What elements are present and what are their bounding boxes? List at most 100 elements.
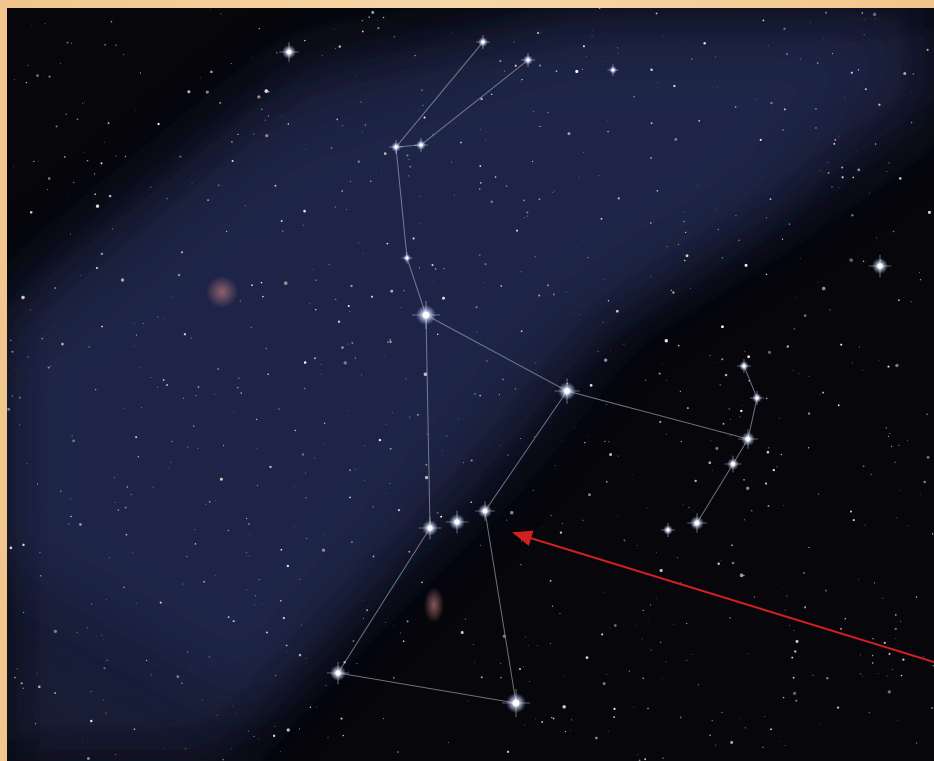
star	[461, 631, 464, 634]
star	[361, 374, 362, 375]
sky-image	[7, 8, 934, 761]
star	[331, 147, 333, 149]
star	[782, 588, 783, 589]
star	[721, 712, 722, 713]
star	[555, 465, 556, 466]
star	[793, 630, 794, 631]
bright-star	[406, 257, 409, 260]
star	[187, 651, 188, 652]
star	[425, 476, 428, 479]
star	[446, 436, 447, 437]
star	[157, 316, 158, 317]
star	[764, 716, 765, 717]
star	[223, 759, 224, 760]
star	[601, 218, 603, 220]
star	[437, 333, 439, 335]
star	[860, 673, 861, 674]
star	[768, 45, 769, 46]
star	[124, 408, 125, 409]
star	[932, 533, 933, 534]
star	[195, 543, 197, 545]
star	[923, 481, 926, 484]
star	[22, 688, 23, 689]
star	[827, 162, 828, 163]
star	[845, 618, 846, 619]
star	[419, 196, 420, 197]
star	[920, 494, 921, 495]
star	[732, 562, 735, 565]
star	[468, 701, 469, 702]
star	[232, 160, 234, 162]
star	[126, 534, 128, 536]
star	[687, 407, 689, 409]
star	[721, 560, 722, 561]
star	[11, 351, 13, 353]
star	[851, 72, 853, 74]
star	[808, 547, 809, 548]
star	[181, 251, 183, 253]
star	[390, 341, 392, 343]
star	[730, 741, 733, 744]
star	[27, 464, 28, 465]
star	[736, 215, 737, 216]
star	[623, 539, 625, 541]
star	[547, 284, 549, 286]
star	[26, 82, 27, 83]
star	[499, 60, 501, 62]
star	[740, 410, 742, 412]
star	[104, 44, 106, 46]
star	[220, 478, 223, 481]
star	[430, 549, 431, 550]
star	[384, 355, 385, 356]
star	[659, 421, 661, 423]
star	[306, 658, 307, 659]
star	[322, 549, 325, 552]
star	[187, 90, 190, 93]
star	[731, 544, 733, 546]
star	[515, 65, 517, 67]
star	[793, 692, 796, 695]
star	[904, 460, 905, 461]
star	[662, 364, 663, 365]
star	[21, 682, 23, 684]
star	[73, 182, 74, 183]
star	[460, 142, 462, 144]
star	[163, 318, 164, 319]
star	[537, 32, 539, 34]
star	[486, 360, 488, 362]
star	[115, 502, 116, 503]
star	[853, 519, 855, 521]
star	[786, 53, 788, 55]
star	[480, 129, 481, 130]
star	[603, 322, 604, 323]
star	[812, 675, 813, 676]
star	[315, 309, 316, 310]
star	[152, 487, 153, 488]
star	[541, 527, 542, 528]
star	[770, 728, 772, 730]
star	[663, 678, 664, 679]
star	[869, 712, 870, 713]
star	[501, 285, 503, 287]
star	[820, 724, 821, 725]
star	[568, 132, 571, 135]
star	[735, 106, 736, 107]
star	[480, 182, 482, 184]
star	[179, 156, 181, 158]
star	[27, 356, 28, 357]
star	[794, 650, 796, 652]
star	[608, 441, 609, 442]
star	[872, 655, 874, 657]
star	[887, 676, 888, 677]
star	[651, 122, 653, 124]
star	[454, 195, 455, 196]
star	[304, 388, 305, 389]
star	[437, 512, 439, 514]
star	[48, 177, 51, 180]
star	[803, 572, 805, 574]
star	[123, 54, 124, 55]
star	[403, 640, 405, 642]
star	[907, 440, 908, 441]
star	[599, 175, 600, 176]
star	[756, 99, 757, 100]
